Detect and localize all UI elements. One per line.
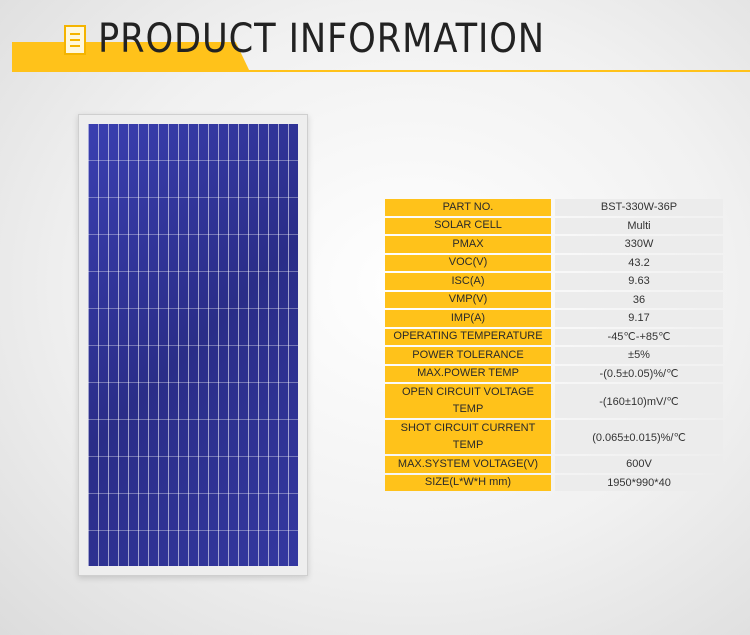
spec-value: 1950*990*40 [555,474,723,491]
spec-value: ±5% [555,347,723,364]
header-accent-bar [12,42,250,72]
solar-panel-image [78,114,308,576]
spec-label: PART NO. [385,199,551,216]
spec-label: OPERATING TEMPERATURE [385,328,551,345]
spec-row: PART NO. BST-330W-36P [385,199,723,216]
spec-row: MAX.SYSTEM VOLTAGE(V) 600V [385,456,723,473]
spec-label: SIZE(L*W*H mm) [385,474,551,491]
spec-table: PART NO. BST-330W-36P SOLAR CELL Multi PMA… [385,199,723,493]
spec-row: SHOT CIRCUIT CURRENT TEMP (0.065±0.015)%/… [385,420,723,454]
page-title: PRODUCT INFORMATION [98,16,546,62]
spec-value: BST-330W-36P [555,199,723,216]
spec-row: POWER TOLERANCE ±5% [385,347,723,364]
spec-label: ISC(A) [385,273,551,290]
spec-value: 43.2 [555,254,723,271]
spec-row: PMAX 330W [385,236,723,253]
spec-row: SIZE(L*W*H mm) 1950*990*40 [385,474,723,491]
spec-label: MAX.SYSTEM VOLTAGE(V) [385,456,551,473]
spec-label: OPEN CIRCUIT VOLTAGE TEMP [385,384,551,418]
spec-value: Multi [555,217,723,234]
spec-row: SOLAR CELL Multi [385,217,723,234]
spec-value: 600V [555,456,723,473]
spec-value: -45℃-+85℃ [555,328,723,345]
spec-row: VMP(V) 36 [385,291,723,308]
spec-label: VOC(V) [385,254,551,271]
spec-value: 9.17 [555,310,723,327]
spec-label: PMAX [385,236,551,253]
spec-value: 36 [555,291,723,308]
spec-row: IMP(A) 9.17 [385,310,723,327]
spec-label: SHOT CIRCUIT CURRENT TEMP [385,420,551,454]
spec-value: -(0.5±0.05)%/℃ [555,365,723,382]
spec-label: IMP(A) [385,310,551,327]
spec-value: -(160±10)mV/℃ [555,384,723,418]
spec-row: VOC(V) 43.2 [385,254,723,271]
spec-label: SOLAR CELL [385,217,551,234]
spec-row: OPERATING TEMPERATURE -45℃-+85℃ [385,328,723,345]
spec-label: POWER TOLERANCE [385,347,551,364]
spec-value: 9.63 [555,273,723,290]
solar-cells [88,124,298,566]
spec-row: ISC(A) 9.63 [385,273,723,290]
spec-label: VMP(V) [385,291,551,308]
document-icon [64,25,86,55]
header: PRODUCT INFORMATION [0,0,750,80]
spec-value: (0.065±0.015)%/℃ [555,420,723,454]
spec-row: MAX.POWER TEMP -(0.5±0.05)%/℃ [385,365,723,382]
spec-label: MAX.POWER TEMP [385,365,551,382]
spec-row: OPEN CIRCUIT VOLTAGE TEMP -(160±10)mV/℃ [385,384,723,418]
header-underline [12,70,750,72]
spec-value: 330W [555,236,723,253]
